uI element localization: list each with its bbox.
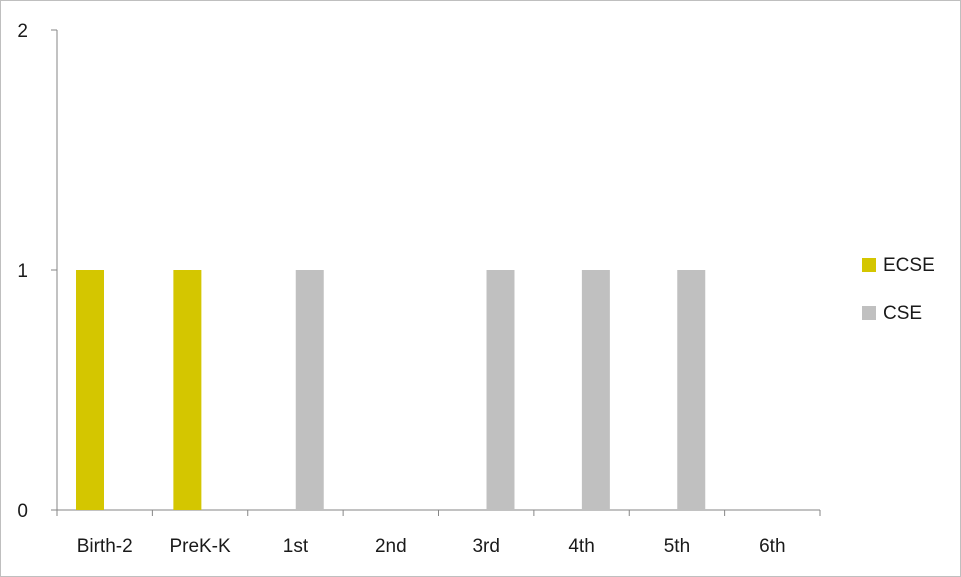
x-tick-label: 2nd: [375, 536, 407, 557]
legend-label-ecse: ECSE: [883, 255, 935, 276]
x-tick-label: 4th: [568, 536, 594, 557]
bar-cse-1st: [295, 270, 324, 510]
y-tick-label: 2: [17, 21, 28, 42]
y-tick-label: 0: [17, 501, 28, 522]
bar-cse-5th: [677, 270, 706, 510]
x-tick-label: PreK-K: [169, 536, 231, 557]
y-tick-label: 1: [17, 261, 28, 282]
legend: ECSE CSE: [862, 255, 935, 324]
x-tick-label: Birth-2: [77, 536, 133, 557]
x-tick-label: 1st: [283, 536, 309, 557]
legend-swatch-cse: [862, 306, 876, 320]
legend-label-cse: CSE: [883, 303, 922, 324]
x-tick-label: 6th: [759, 536, 785, 557]
x-tick-label: 3rd: [472, 536, 499, 557]
bars: [76, 270, 706, 510]
bar-cse-4th: [581, 270, 610, 510]
bar-cse-3rd: [486, 270, 515, 510]
tick-labels: 0 1 2 Birth-2 PreK-K 1st 2nd 3rd 4th 5th 6th: [17, 21, 785, 557]
bar-ecse-birth-2: [76, 270, 104, 510]
x-tick-label: 5th: [664, 536, 690, 557]
bar-ecse-prek-k: [173, 270, 202, 510]
legend-swatch-ecse: [862, 258, 876, 272]
